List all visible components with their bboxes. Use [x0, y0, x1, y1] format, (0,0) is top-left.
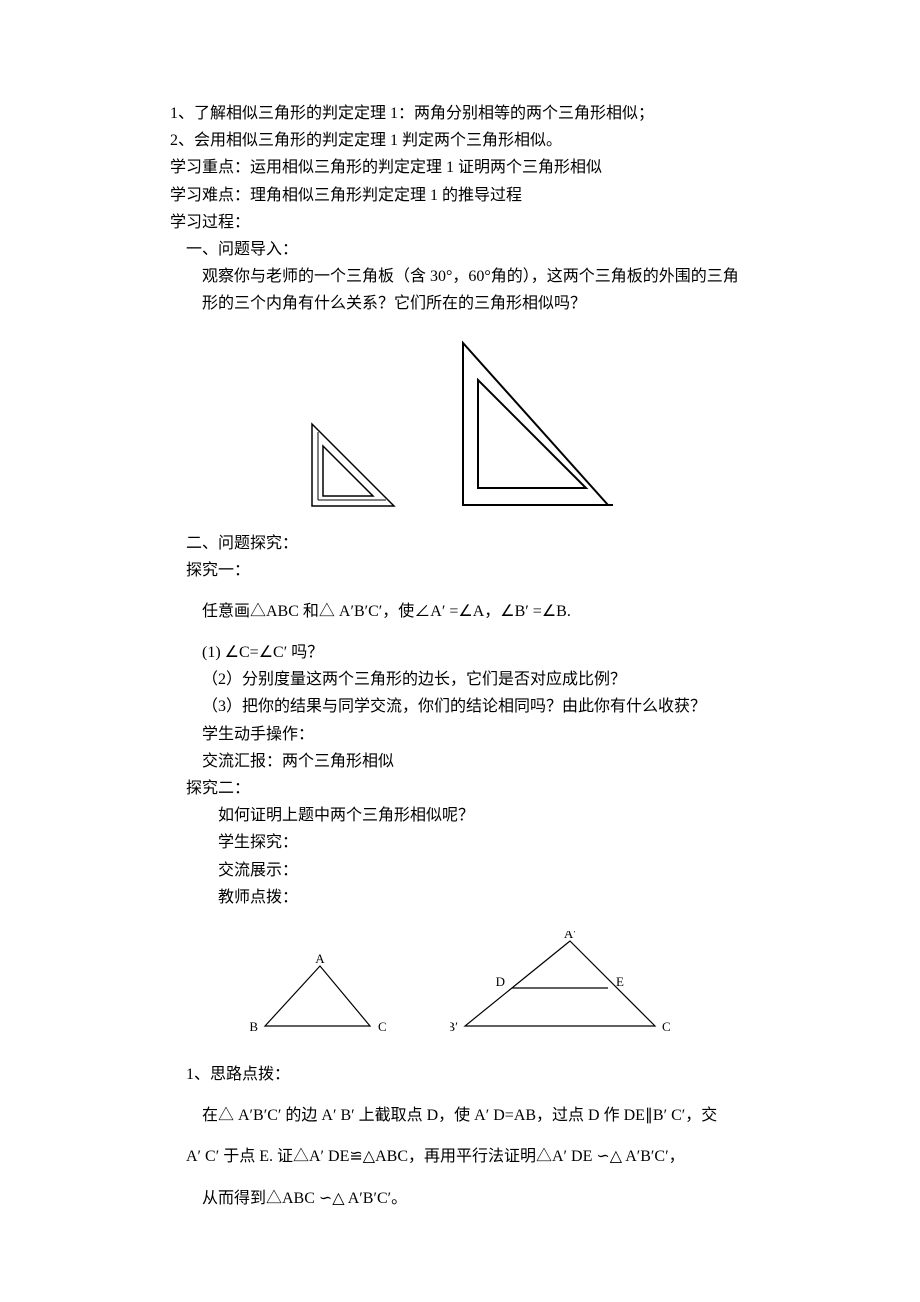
label-a: A: [315, 951, 325, 966]
small-triangle-icon: A B C: [250, 951, 390, 1041]
label-b-prime: B′: [450, 1019, 458, 1034]
study-process: 学习过程：: [170, 209, 750, 236]
set-square-large-icon: [458, 338, 613, 510]
label-e: E: [616, 974, 624, 989]
set-square-small-icon: [308, 420, 398, 510]
label-c-prime: C′: [662, 1019, 670, 1034]
section-1-paragraph: 观察你与老师的一个三角板（含 30°，60°角的），这两个三角板的外围的三角形的…: [170, 263, 750, 317]
explore-1-line: 任意画△ABC 和△ A′B′C′，使∠A′ =∠A，∠B′ =∠B.: [170, 598, 750, 625]
label-d: D: [496, 974, 505, 989]
explore-1-operate: 学生动手操作：: [170, 721, 750, 748]
goal-2: 2、会用相似三角形的判定定理 1 判定两个三角形相似。: [170, 127, 750, 154]
label-c: C: [378, 1019, 387, 1034]
set-square-figure: [170, 338, 750, 510]
triangle-pair-figure: A B C A′ B′ C′ D E: [170, 931, 750, 1041]
study-difficulty: 学习难点：理角相似三角形判定定理 1 的推导过程: [170, 182, 750, 209]
explore-2-share: 交流展示：: [170, 857, 750, 884]
explore-1-report: 交流汇报：两个三角形相似: [170, 748, 750, 775]
explore-1-q3: （3）把你的结果与同学交流，你们的结论相同吗？由此你有什么收获？: [170, 693, 750, 720]
section-2-title: 二、问题探究：: [170, 530, 750, 557]
hint-title: 1、思路点拨：: [170, 1061, 750, 1088]
explore-2-title: 探究二：: [170, 775, 750, 802]
explore-2-student: 学生探究：: [170, 829, 750, 856]
explore-1-q1: (1) ∠C=∠C′ 吗？: [170, 639, 750, 666]
large-triangle-icon: A′ B′ C′ D E: [450, 931, 670, 1041]
explore-1-q2: （2）分别度量这两个三角形的边长，它们是否对应成比例？: [170, 666, 750, 693]
label-a-prime: A′: [564, 931, 576, 941]
explore-2-teacher: 教师点拨：: [170, 884, 750, 911]
hint-para-3: 从而得到△ABC ∽△ A′B′C′。: [170, 1185, 750, 1212]
explore-2-question: 如何证明上题中两个三角形相似呢？: [170, 802, 750, 829]
explore-1-title: 探究一：: [170, 557, 750, 584]
label-b: B: [250, 1019, 258, 1034]
section-1-title: 一、问题导入：: [170, 236, 750, 263]
study-focus: 学习重点：运用相似三角形的判定定理 1 证明两个三角形相似: [170, 154, 750, 181]
hint-para-2: A′ C′ 于点 E. 证△A′ DE≌△ABC，再用平行法证明△A′ DE ∽…: [170, 1143, 750, 1170]
hint-para-1: 在△ A′B′C′ 的边 A′ B′ 上截取点 D，使 A′ D=AB，过点 D…: [170, 1102, 750, 1129]
goal-1: 1、了解相似三角形的判定定理 1：两角分别相等的两个三角形相似；: [170, 100, 750, 127]
